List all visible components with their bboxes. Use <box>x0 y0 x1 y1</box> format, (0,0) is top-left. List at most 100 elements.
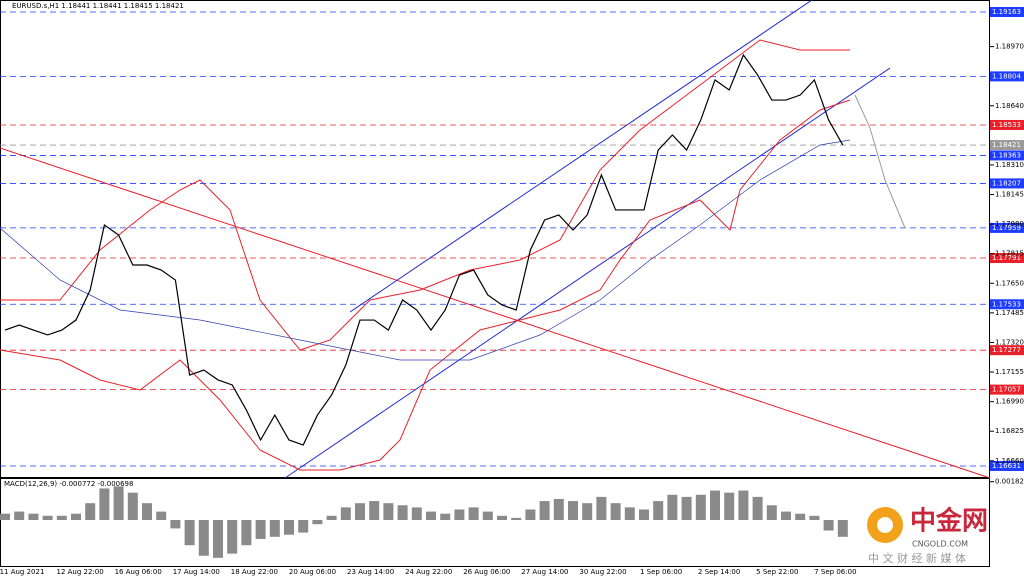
x-tick-label: 17 Aug 14:00 <box>173 568 220 576</box>
macd-bar <box>781 511 791 520</box>
macd-bar <box>71 513 81 520</box>
level-label: 1.18804 <box>992 72 1021 80</box>
x-tick-label: 26 Aug 06:00 <box>463 568 510 576</box>
level-box <box>990 253 1024 264</box>
macd-bar <box>582 503 593 520</box>
macd-bar <box>766 505 777 520</box>
macd-bar <box>85 503 96 520</box>
macd-bar <box>710 490 720 520</box>
macd-bar <box>0 513 10 520</box>
y-tick-label: 1.16825 <box>995 427 1024 435</box>
macd-bar <box>653 501 664 520</box>
macd-layer: 0.001822 <box>0 478 1024 558</box>
x-tick-label: 5 Sep 22:00 <box>756 568 798 576</box>
macd-bar <box>596 496 607 520</box>
y-tick-label: 1.18970 <box>995 43 1024 51</box>
macd-bar <box>298 520 309 533</box>
macd-bar <box>497 515 507 520</box>
y-tick-label: 1.16990 <box>995 398 1024 406</box>
macd-bar <box>809 515 820 520</box>
macd-bar <box>312 520 323 525</box>
macd-bar <box>340 507 351 520</box>
macd-bar <box>525 509 536 520</box>
level-box <box>990 384 1024 395</box>
macd-bar <box>695 494 706 520</box>
level-label: 1.18207 <box>992 179 1021 187</box>
y-tick-label: 1.17650 <box>995 279 1024 287</box>
macd-bar <box>170 520 181 529</box>
level-label: 1.19163 <box>992 8 1021 16</box>
level-label: 1.17959 <box>992 224 1021 232</box>
watermark-site: CNGOLD.COM <box>912 540 968 549</box>
macd-bar <box>28 513 39 520</box>
level-label: 1.18363 <box>992 151 1021 159</box>
level-box <box>990 460 1024 471</box>
x-tick-label: 24 Aug 22:00 <box>405 568 452 576</box>
macd-bar <box>284 520 294 535</box>
trend-line <box>0 147 991 479</box>
macd-bar <box>667 494 678 520</box>
levels: 1.19163 1.18804 1.18533 1.18421 1.18363 1.182… <box>0 7 1024 471</box>
macd-bar <box>454 509 465 520</box>
watermark-slogan: 中 文 财 经 新 媒 体 <box>868 551 966 565</box>
macd-bar <box>738 490 749 520</box>
y-tick-label: 0.001822 <box>995 478 1024 486</box>
x-tick-label: 30 Aug 22:00 <box>579 568 626 576</box>
level-box <box>990 345 1024 356</box>
macd-bar <box>397 505 408 520</box>
macd-bar <box>468 507 479 520</box>
macd-bar <box>156 511 167 520</box>
y-tick-label: 1.18145 <box>995 191 1024 199</box>
macd-bar <box>14 511 25 520</box>
y-tick-label: 1.16660 <box>995 457 1024 465</box>
macd-bar <box>198 520 209 556</box>
x-tick-label: 16 Aug 06:00 <box>115 568 162 576</box>
macd-bar <box>482 511 493 520</box>
macd-bar <box>42 515 53 520</box>
x-tick-label: 23 Aug 14:00 <box>347 568 394 576</box>
price-line <box>4 53 844 446</box>
level-label: 1.18421 <box>992 141 1021 149</box>
level-box <box>990 222 1024 233</box>
macd-bar <box>355 503 365 520</box>
macd-bar <box>440 513 451 520</box>
price-layer: 1.18970 1.18640 1.18310 1.18145 1.17980 1.178… <box>0 43 1024 576</box>
x-tick-label: 18 Aug 22:00 <box>231 568 278 576</box>
x-tick-label: 2 Sep 14:00 <box>698 568 740 576</box>
y-tick-label: 1.18640 <box>995 102 1024 110</box>
macd-bar <box>56 515 67 520</box>
x-tick-label: 27 Aug 14:00 <box>521 568 568 576</box>
level-box <box>990 140 1024 151</box>
x-tick-label: 11 Aug 2021 <box>0 568 44 576</box>
level-label: 1.17277 <box>992 346 1021 354</box>
level-box <box>990 178 1024 189</box>
macd-bar <box>553 498 564 520</box>
macd-bar <box>426 511 436 520</box>
macd-bar <box>539 501 550 520</box>
y-tick-label: 1.17320 <box>995 338 1024 346</box>
x-tick-label: 20 Aug 06:00 <box>289 568 336 576</box>
channel-lower <box>284 67 891 479</box>
macd-bar <box>624 507 635 520</box>
price-panel <box>0 0 990 478</box>
x-tick-label: 1 Sep 06:00 <box>640 568 682 576</box>
macd-bar <box>823 520 834 531</box>
forecast-arrow <box>854 94 906 229</box>
watermark-brand: 中金网 <box>910 506 988 537</box>
macd-bar <box>142 503 152 520</box>
macd-bar <box>639 509 649 520</box>
y-tick-label: 1.17485 <box>995 309 1024 317</box>
logo-inner <box>877 517 893 533</box>
level-box <box>990 7 1024 18</box>
y-tick-label: 1.17815 <box>995 250 1024 258</box>
level-box <box>990 299 1024 310</box>
macd-panel <box>0 478 990 567</box>
band-upper <box>0 39 850 351</box>
y-tick-label: 1.18310 <box>995 161 1024 169</box>
level-box <box>990 71 1024 82</box>
macd-bar <box>610 503 621 520</box>
macd-bar <box>837 520 848 537</box>
macd-title: MACD(12,26,9) -0.000772 -0.000698 <box>4 480 133 488</box>
macd-bar <box>127 492 138 520</box>
macd-bar <box>681 496 692 520</box>
